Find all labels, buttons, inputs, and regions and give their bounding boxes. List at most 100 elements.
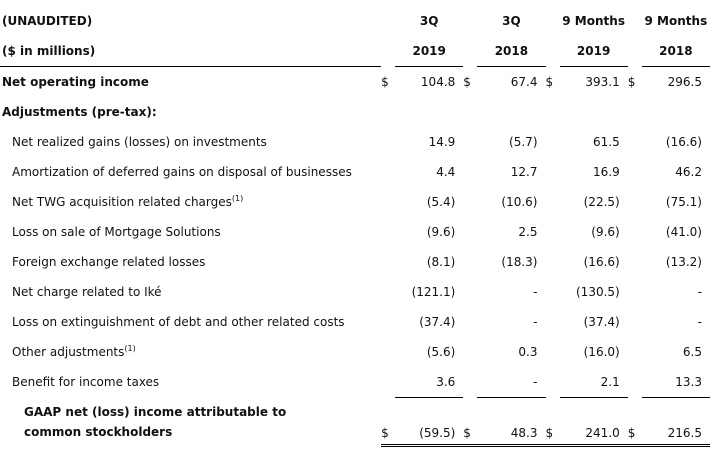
cell-q3-2018: 0.3 (518, 345, 538, 359)
cell-q3-2019: (121.1) (411, 285, 456, 299)
cell-9m-2018: 216.5 (641, 397, 710, 447)
cell-q3-2018: - (533, 315, 538, 329)
row-net-charge-ike: Net charge related to Iké (121.1) - (130.5)… (0, 277, 710, 307)
currency-symbol (628, 337, 642, 367)
currency-symbol (381, 307, 395, 337)
currency-symbol (546, 307, 560, 337)
currency-symbol: $ (545, 397, 560, 447)
unaudited-label: (UNAUDITED) (2, 14, 93, 28)
currency-symbol (546, 367, 560, 398)
cell-9m-2019: (22.5) (583, 195, 620, 209)
cell-q3-2018 (477, 97, 545, 127)
currency-symbol (628, 247, 642, 277)
cell-q3-2018: (10.6) (501, 195, 538, 209)
currency-symbol: $ (381, 74, 389, 89)
cell-9m-2019 (560, 97, 628, 127)
currency-symbol (381, 127, 395, 157)
cell-q3-2019: 104.8 (420, 75, 456, 89)
cell-9m-2018: (75.1) (665, 195, 702, 209)
cell-q3-2019: 14.9 (428, 135, 456, 149)
gaap-net-income-label: GAAP net (loss) income attributable to c… (24, 404, 287, 439)
currency-symbol (463, 367, 477, 398)
cell-9m-2018 (642, 97, 710, 127)
currency-symbol (381, 277, 395, 307)
currency-symbol (463, 157, 477, 187)
col-header-q3-2019-period: 3Q (419, 14, 439, 28)
col-header-9m-2018-period: 9 Months (644, 14, 708, 28)
col-header-9m-2018-year: 2018 (641, 36, 710, 67)
cell-9m-2019: (9.6) (591, 225, 620, 239)
row-net-realized-gains: Net realized gains (losses) on investmen… (0, 127, 710, 157)
row-benefit-income-taxes: Benefit for income taxes 3.6-2.1 13.3 (0, 367, 710, 398)
cell-q3-2018: 67.4 (510, 75, 538, 89)
currency-symbol (381, 97, 395, 127)
cell-q3-2018: (5.7) (509, 135, 538, 149)
currency-symbol (546, 187, 560, 217)
loss-extinguishment-debt-label: Loss on extinguishment of debt and other… (12, 315, 345, 329)
row-loss-extinguishment-debt: Loss on extinguishment of debt and other… (0, 307, 710, 337)
cell-9m-2019: (37.4) (583, 315, 620, 329)
other-adjustments-label: Other adjustments(1) (12, 344, 136, 360)
currency-symbol (463, 217, 477, 247)
cell-9m-2018: - (697, 315, 702, 329)
loss-sale-mortgage-solutions-label: Loss on sale of Mortgage Solutions (12, 225, 221, 239)
row-net-operating-income: Net operating income $104.8 $67.4 $393.1 $29… (0, 67, 710, 98)
row-twg-acquisition-charges: Net TWG acquisition related charges(1) (5… (0, 187, 710, 217)
row-loss-sale-mortgage-solutions: Loss on sale of Mortgage Solutions (9.6) 2… (0, 217, 710, 247)
cell-9m-2018: 296.5 (667, 75, 702, 89)
cell-9m-2018: 6.5 (682, 345, 702, 359)
currency-symbol (628, 97, 642, 127)
col-header-q3-2019-year: 2019 (395, 36, 464, 67)
cell-q3-2018: (18.3) (501, 255, 538, 269)
currency-symbol (546, 97, 560, 127)
cell-q3-2018: 48.3 (477, 397, 546, 447)
currency-symbol (381, 157, 395, 187)
currency-symbol (463, 127, 477, 157)
cell-q3-2019: (5.6) (426, 345, 456, 359)
header-row-2: ($ in millions) 2019 2018 2019 2018 (0, 36, 710, 67)
header-row-1: (UNAUDITED) 3Q 3Q 9 Months 9 Months (0, 6, 710, 36)
currency-symbol (546, 277, 560, 307)
adjustments-heading-label: Adjustments (pre-tax): (2, 105, 157, 119)
currency-symbol (546, 127, 560, 157)
cell-9m-2018: (41.0) (665, 225, 702, 239)
col-header-q3-2018-year: 2018 (477, 36, 546, 67)
cell-q3-2018: 12.7 (510, 165, 538, 179)
currency-symbol (628, 217, 642, 247)
cell-q3-2018: - (477, 367, 546, 398)
currency-symbol (628, 307, 642, 337)
cell-9m-2019: 2.1 (559, 367, 628, 398)
cell-q3-2019: 4.4 (436, 165, 456, 179)
currency-symbol (546, 217, 560, 247)
currency-symbol (463, 277, 477, 307)
twg-acquisition-charges-label: Net TWG acquisition related charges(1) (12, 194, 244, 210)
cell-9m-2019: (16.6) (583, 255, 620, 269)
currency-symbol (546, 247, 560, 277)
amortization-deferred-gains-label: Amortization of deferred gains on dispos… (12, 165, 352, 179)
cell-9m-2019: 16.9 (593, 165, 620, 179)
currency-symbol: $ (627, 74, 636, 89)
net-realized-gains-label: Net realized gains (losses) on investmen… (12, 135, 267, 149)
net-operating-income-label: Net operating income (2, 75, 149, 89)
benefit-income-taxes-label: Benefit for income taxes (12, 375, 160, 390)
col-header-q3-2018-period: 3Q (502, 14, 521, 28)
row-gaap-net-income: GAAP net (loss) income attributable to c… (0, 397, 710, 447)
cell-q3-2019: (9.6) (426, 225, 456, 239)
col-header-9m-2019-year: 2019 (559, 36, 628, 67)
currency-symbol: $ (381, 397, 396, 447)
cell-9m-2018: 13.3 (641, 367, 710, 398)
col-header-9m-2019-period: 9 Months (562, 14, 625, 28)
currency-symbol (628, 277, 642, 307)
cell-9m-2018: 46.2 (675, 165, 702, 179)
footnote-marker: (1) (124, 344, 136, 353)
row-other-adjustments: Other adjustments(1) (5.6) 0.3 (16.0) 6.5 (0, 337, 710, 367)
currency-symbol: $ (627, 397, 642, 447)
currency-symbol (546, 157, 560, 187)
currency-symbol (381, 217, 395, 247)
currency-symbol (381, 187, 395, 217)
cell-9m-2019: 241.0 (559, 397, 628, 447)
row-adjustments-heading: Adjustments (pre-tax): (0, 97, 710, 127)
currency-symbol (546, 337, 560, 367)
currency-symbol: $ (545, 74, 554, 89)
cell-q3-2018: 2.5 (518, 225, 538, 239)
